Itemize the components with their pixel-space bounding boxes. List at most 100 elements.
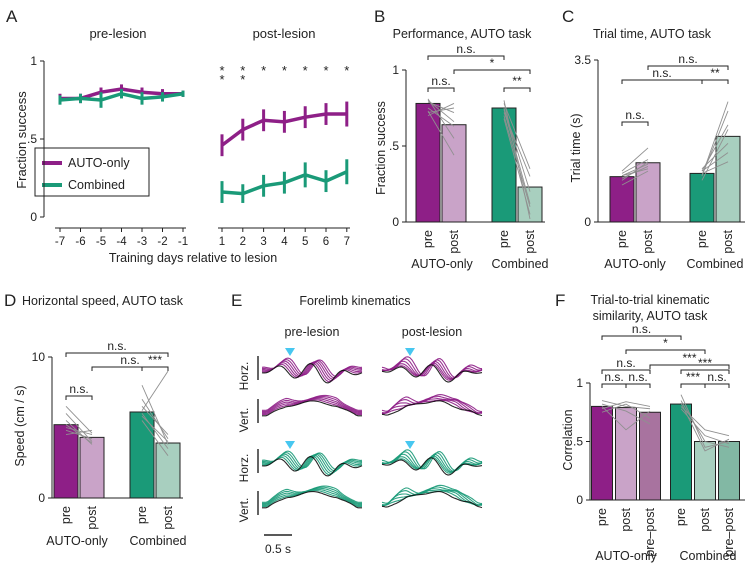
panel-a-xtick-label: -4 bbox=[116, 236, 127, 248]
bar-category-label: pre bbox=[615, 230, 629, 248]
legend-label-auto: AUTO-only bbox=[68, 156, 130, 170]
individual-animal-line bbox=[601, 401, 651, 410]
panel-d-group-combined: Combined bbox=[130, 534, 187, 548]
panel-letter-d: D bbox=[4, 291, 16, 310]
panel-c-ylabel: Trial time (s) bbox=[569, 114, 583, 183]
significance-label: n.s. bbox=[678, 52, 697, 66]
individual-animal-line bbox=[427, 100, 455, 123]
panel-a-title-post: post-lesion bbox=[253, 26, 316, 41]
panel-a-xtick-label: 2 bbox=[240, 236, 246, 248]
panel-a-xtick-label: -5 bbox=[96, 236, 106, 248]
panel-a-ylabel: Fraction success bbox=[14, 91, 29, 189]
bar bbox=[615, 407, 637, 501]
bar bbox=[517, 186, 543, 223]
panel-e-trace bbox=[381, 453, 483, 473]
individual-animal-line bbox=[503, 103, 531, 169]
bar bbox=[441, 124, 467, 223]
significance-bracket bbox=[625, 349, 706, 354]
panel-e-trace bbox=[262, 489, 362, 508]
panel-e-trace bbox=[262, 399, 362, 416]
individual-animal-line bbox=[427, 103, 455, 117]
panel-e-trace bbox=[261, 456, 363, 477]
significance-label: n.s. bbox=[120, 353, 139, 367]
panel-a-xtick-label: -3 bbox=[137, 236, 147, 248]
panel-f-title-line2: similarity, AUTO task bbox=[593, 309, 709, 323]
significance-bracket bbox=[65, 395, 93, 400]
ytick-label: 0 bbox=[584, 215, 591, 229]
panel-a-xlabel: Training days relative to lesion bbox=[109, 251, 277, 265]
individual-animal-line bbox=[621, 163, 649, 177]
bar bbox=[670, 403, 692, 501]
panel-e-row-horz-2: Horz. bbox=[237, 454, 251, 483]
bar bbox=[53, 424, 79, 499]
panel-f-group-combined: Combined bbox=[680, 549, 737, 563]
panel-e-onset-marker-icon bbox=[285, 348, 295, 356]
significance-bracket bbox=[503, 87, 531, 92]
ytick-label: 0 bbox=[38, 491, 45, 505]
bar bbox=[591, 405, 613, 501]
panel-a-xtick-label: -2 bbox=[157, 236, 167, 248]
panel-e-trace bbox=[381, 397, 483, 415]
panel-a-sig-star-green: * bbox=[240, 63, 245, 78]
significance-label: n.s. bbox=[628, 370, 647, 384]
panel-a-sig-star-green: * bbox=[323, 63, 328, 78]
individual-animal-line bbox=[701, 124, 729, 172]
individual-animal-line bbox=[680, 402, 730, 452]
individual-animal-line bbox=[701, 152, 729, 172]
bar-category-label: pre bbox=[695, 230, 709, 248]
bar-category-label: pre bbox=[674, 508, 688, 526]
bar-category-label: post bbox=[641, 229, 655, 253]
individual-animal-line bbox=[701, 161, 729, 174]
significance-label: * bbox=[663, 336, 668, 350]
significance-label: n.s. bbox=[107, 339, 126, 353]
significance-label: * bbox=[490, 56, 495, 70]
panel-e-row-vert-1: Vert. bbox=[237, 408, 251, 433]
panel-a-sig-star-green: * bbox=[282, 63, 287, 78]
significance-bracket bbox=[649, 364, 730, 369]
panel-e-row-vert-2: Vert. bbox=[237, 498, 251, 523]
bar-category-label: post bbox=[698, 507, 712, 531]
ytick-label: 10 bbox=[32, 350, 46, 364]
individual-animal-line bbox=[621, 166, 649, 179]
significance-bracket bbox=[91, 366, 169, 371]
significance-label: n.s. bbox=[604, 370, 623, 384]
panel-e-col-post: post-lesion bbox=[402, 325, 462, 339]
panel-a-xtick-label: -6 bbox=[75, 236, 85, 248]
panel-b-title: Performance, AUTO task bbox=[393, 27, 532, 41]
bar-category-label: pre bbox=[135, 506, 149, 524]
panel-a-xtick-label: -1 bbox=[178, 236, 188, 248]
bar-category-label: post bbox=[619, 507, 633, 531]
individual-animal-line bbox=[65, 424, 93, 444]
panel-a-xtick-label: 5 bbox=[302, 236, 308, 248]
panel-e-trace bbox=[381, 362, 483, 380]
panel-d-group-auto: AUTO-only bbox=[46, 534, 108, 548]
panel-f-group-auto: AUTO-only bbox=[595, 549, 657, 563]
individual-animal-line bbox=[601, 403, 651, 419]
significance-bracket bbox=[453, 69, 531, 74]
individual-animal-line bbox=[503, 112, 531, 177]
panel-f-title-line1: Trial-to-trial kinematic bbox=[590, 293, 709, 307]
ytick-label: 1 bbox=[576, 376, 583, 390]
panel-c-title: Trial time, AUTO task bbox=[593, 27, 712, 41]
panel-e-trace bbox=[262, 491, 362, 509]
panel-e-trace bbox=[261, 455, 363, 476]
individual-animal-line bbox=[65, 427, 93, 435]
panel-e-traces bbox=[257, 348, 483, 515]
bar-category-label: post bbox=[523, 229, 537, 253]
significance-label: n.s. bbox=[69, 382, 88, 396]
ytick-label: 3.5 bbox=[574, 53, 591, 67]
bar bbox=[639, 411, 661, 501]
panel-d-title: Horizontal speed, AUTO task bbox=[22, 294, 184, 308]
panel-e-trace bbox=[381, 490, 483, 507]
significance-label: n.s. bbox=[616, 356, 635, 370]
individual-animal-line bbox=[141, 406, 169, 435]
panel-e-trace bbox=[381, 490, 483, 509]
individual-animal-line bbox=[621, 161, 649, 181]
panel-a-ytick-label: 0 bbox=[30, 210, 37, 224]
significance-label: n.s. bbox=[652, 66, 671, 80]
individual-animal-line bbox=[141, 415, 169, 442]
significance-bracket bbox=[601, 335, 682, 340]
individual-animal-line bbox=[141, 370, 169, 411]
individual-animal-line bbox=[621, 170, 649, 186]
